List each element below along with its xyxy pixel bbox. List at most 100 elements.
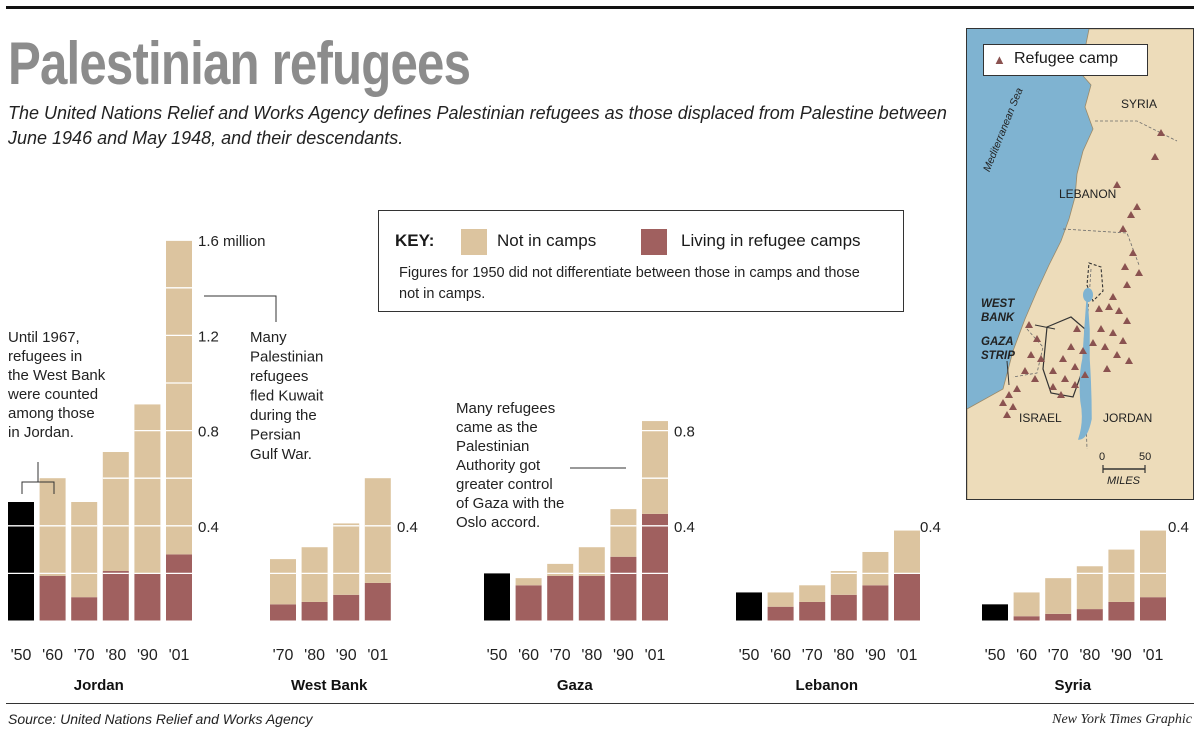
bar-jordan-60-in-camps: [39, 575, 66, 621]
sea-of-galilee: [1083, 288, 1093, 302]
refugee-camp-icon: ▲: [993, 52, 1006, 67]
refugee-camp-icon: [1123, 281, 1131, 288]
bar-west-bank-90-not-in-camps: [333, 523, 360, 595]
refugee-camp-icon: [1057, 391, 1065, 398]
annotation-kuwait-line: Gulf War.: [250, 446, 312, 463]
annotation-kuwait-line: Palestinian: [250, 349, 323, 366]
refugee-camp-icon: [1115, 307, 1123, 314]
bar-syria-90-not-in-camps: [1108, 549, 1135, 602]
tick-label-jordan-2: 0.8: [198, 424, 219, 441]
bar-west-bank-70-not-in-camps: [270, 559, 296, 605]
bar-jordan-70-in-camps: [71, 597, 98, 621]
tick-label-jordan-0: 1.6 million: [198, 233, 266, 250]
refugee-camp-icon: [1021, 367, 1029, 374]
refugee-camp-icon: [1125, 357, 1133, 364]
category-label-lebanon-01: '01: [897, 647, 918, 664]
bar-jordan-90-not-in-camps: [134, 404, 161, 574]
tick-labels-layer: 1.6 million 1.2 0.8 0.4 0.4 0.8 0.4 0.4 0.4: [198, 233, 1189, 536]
category-label-jordan-60: '60: [42, 647, 63, 664]
bar-gaza-90-not-in-camps: [610, 509, 637, 557]
bar-jordan-80-not-in-camps: [102, 452, 129, 572]
annotation-kuwait-line: Many: [250, 329, 287, 346]
group-label-lebanon: Lebanon: [796, 677, 859, 694]
refugee-camp-icon: [1079, 347, 1087, 354]
bar-gaza-60-not-in-camps: [515, 578, 542, 586]
annotation-jordan-westbank: Until 1967, refugees in the West Bank were …: [7, 329, 106, 441]
refugee-camp-icon: [1013, 385, 1021, 392]
leader-jordan-westbank: [21, 462, 55, 494]
category-label-syria-80: '80: [1079, 647, 1100, 664]
tick-label-gaza-1: 0.4: [674, 519, 695, 536]
annotations-layer: Until 1967, refugees in the West Bank were …: [7, 295, 626, 531]
key-swatch-not-in-camps: [461, 229, 487, 255]
annotation-jordan-westbank-line: the West Bank: [8, 367, 106, 384]
refugee-camp-icon: [1121, 263, 1129, 270]
bar-lebanon-80-not-in-camps: [830, 571, 857, 595]
bar-gaza-60-in-camps: [515, 585, 542, 621]
bar-syria-60-in-camps: [1013, 616, 1040, 621]
refugee-camp-icon: [1073, 325, 1081, 332]
map-label-lebanon: LEBANON: [1059, 187, 1117, 201]
source-note: Source: United Nations Relief and Works …: [8, 711, 313, 727]
annotation-gaza-oslo-line: Oslo accord.: [456, 514, 540, 531]
bar-lebanon-60-not-in-camps: [767, 592, 794, 607]
bar-west-bank-70-in-camps: [270, 604, 296, 621]
bar-lebanon-80-in-camps: [830, 594, 857, 621]
leader-kuwait: [204, 295, 277, 322]
key-box: KEY: Not in camps Living in refugee camp…: [378, 210, 904, 312]
bar-lebanon-01-in-camps: [894, 573, 920, 621]
annotation-jordan-westbank-line: in Jordan.: [8, 424, 74, 441]
bar-gaza-50-total: [484, 573, 510, 621]
category-label-lebanon-60: '60: [770, 647, 791, 664]
tick-label-gaza-0: 0.8: [674, 424, 695, 441]
bar-syria-90-in-camps: [1108, 601, 1135, 621]
category-label-west-bank-01: '01: [367, 647, 388, 664]
category-label-west-bank-70: '70: [273, 647, 294, 664]
category-label-gaza-70: '70: [550, 647, 571, 664]
refugee-camp-icon: [1135, 269, 1143, 276]
refugee-camp-icon: [1081, 371, 1089, 378]
bar-gaza-01-in-camps: [642, 513, 668, 621]
bar-syria-80-in-camps: [1076, 609, 1103, 621]
bars-layer: [6, 239, 1169, 622]
refugee-camp-icon: [1033, 335, 1041, 342]
bar-syria-60-not-in-camps: [1013, 592, 1040, 617]
bar-syria-80-not-in-camps: [1076, 566, 1103, 610]
tick-label-west-bank-0: 0.4: [397, 519, 418, 536]
refugee-camp-icon: [1071, 363, 1079, 370]
refugee-camp-icon: [1049, 383, 1057, 390]
bar-lebanon-70-in-camps: [799, 601, 826, 621]
refugee-camp-icon: [1031, 375, 1039, 382]
bottom-rule: [6, 703, 1194, 704]
tick-label-lebanon-0: 0.4: [920, 519, 941, 536]
map-label-syria: SYRIA: [1121, 97, 1158, 111]
annotation-gaza-oslo-line: of Gaza with the: [456, 495, 564, 512]
bar-gaza-70-not-in-camps: [547, 563, 574, 576]
refugee-camp-icon: [1113, 351, 1121, 358]
category-label-jordan-50: '50: [11, 647, 32, 664]
gaza-leader: [1006, 360, 1010, 386]
bar-jordan-70-not-in-camps: [71, 502, 98, 598]
refugee-camp-icon: [1005, 391, 1013, 398]
map-label-gaza-strip: GAZA STRIP: [981, 336, 1015, 362]
refugee-camp-icon: [1109, 293, 1117, 300]
bar-syria-50-total: [982, 604, 1008, 621]
key-label-in-camps: Living in refugee camps: [681, 231, 861, 250]
category-label-syria-01: '01: [1143, 647, 1164, 664]
annotation-kuwait-line: Persian: [250, 427, 301, 444]
key-note: Figures for 1950 did not differentiate b…: [399, 265, 860, 302]
category-label-syria-90: '90: [1111, 647, 1132, 664]
bar-gaza-01-not-in-camps: [642, 421, 668, 514]
bar-gaza-70-in-camps: [547, 575, 574, 621]
group-label-gaza: Gaza: [557, 677, 594, 694]
group-labels-layer: Jordan West Bank Gaza Lebanon Syria: [74, 677, 1092, 694]
annotation-jordan-westbank-line: among those: [8, 405, 95, 422]
annotation-gaza-oslo-line: Many refugees: [456, 400, 555, 417]
annotation-kuwait-line: during the: [250, 407, 317, 424]
group-label-west-bank: West Bank: [291, 677, 368, 694]
bar-gaza-80-not-in-camps: [578, 547, 605, 576]
map-label-west-bank: WEST BANK: [981, 298, 1015, 324]
group-label-syria: Syria: [1054, 677, 1091, 694]
